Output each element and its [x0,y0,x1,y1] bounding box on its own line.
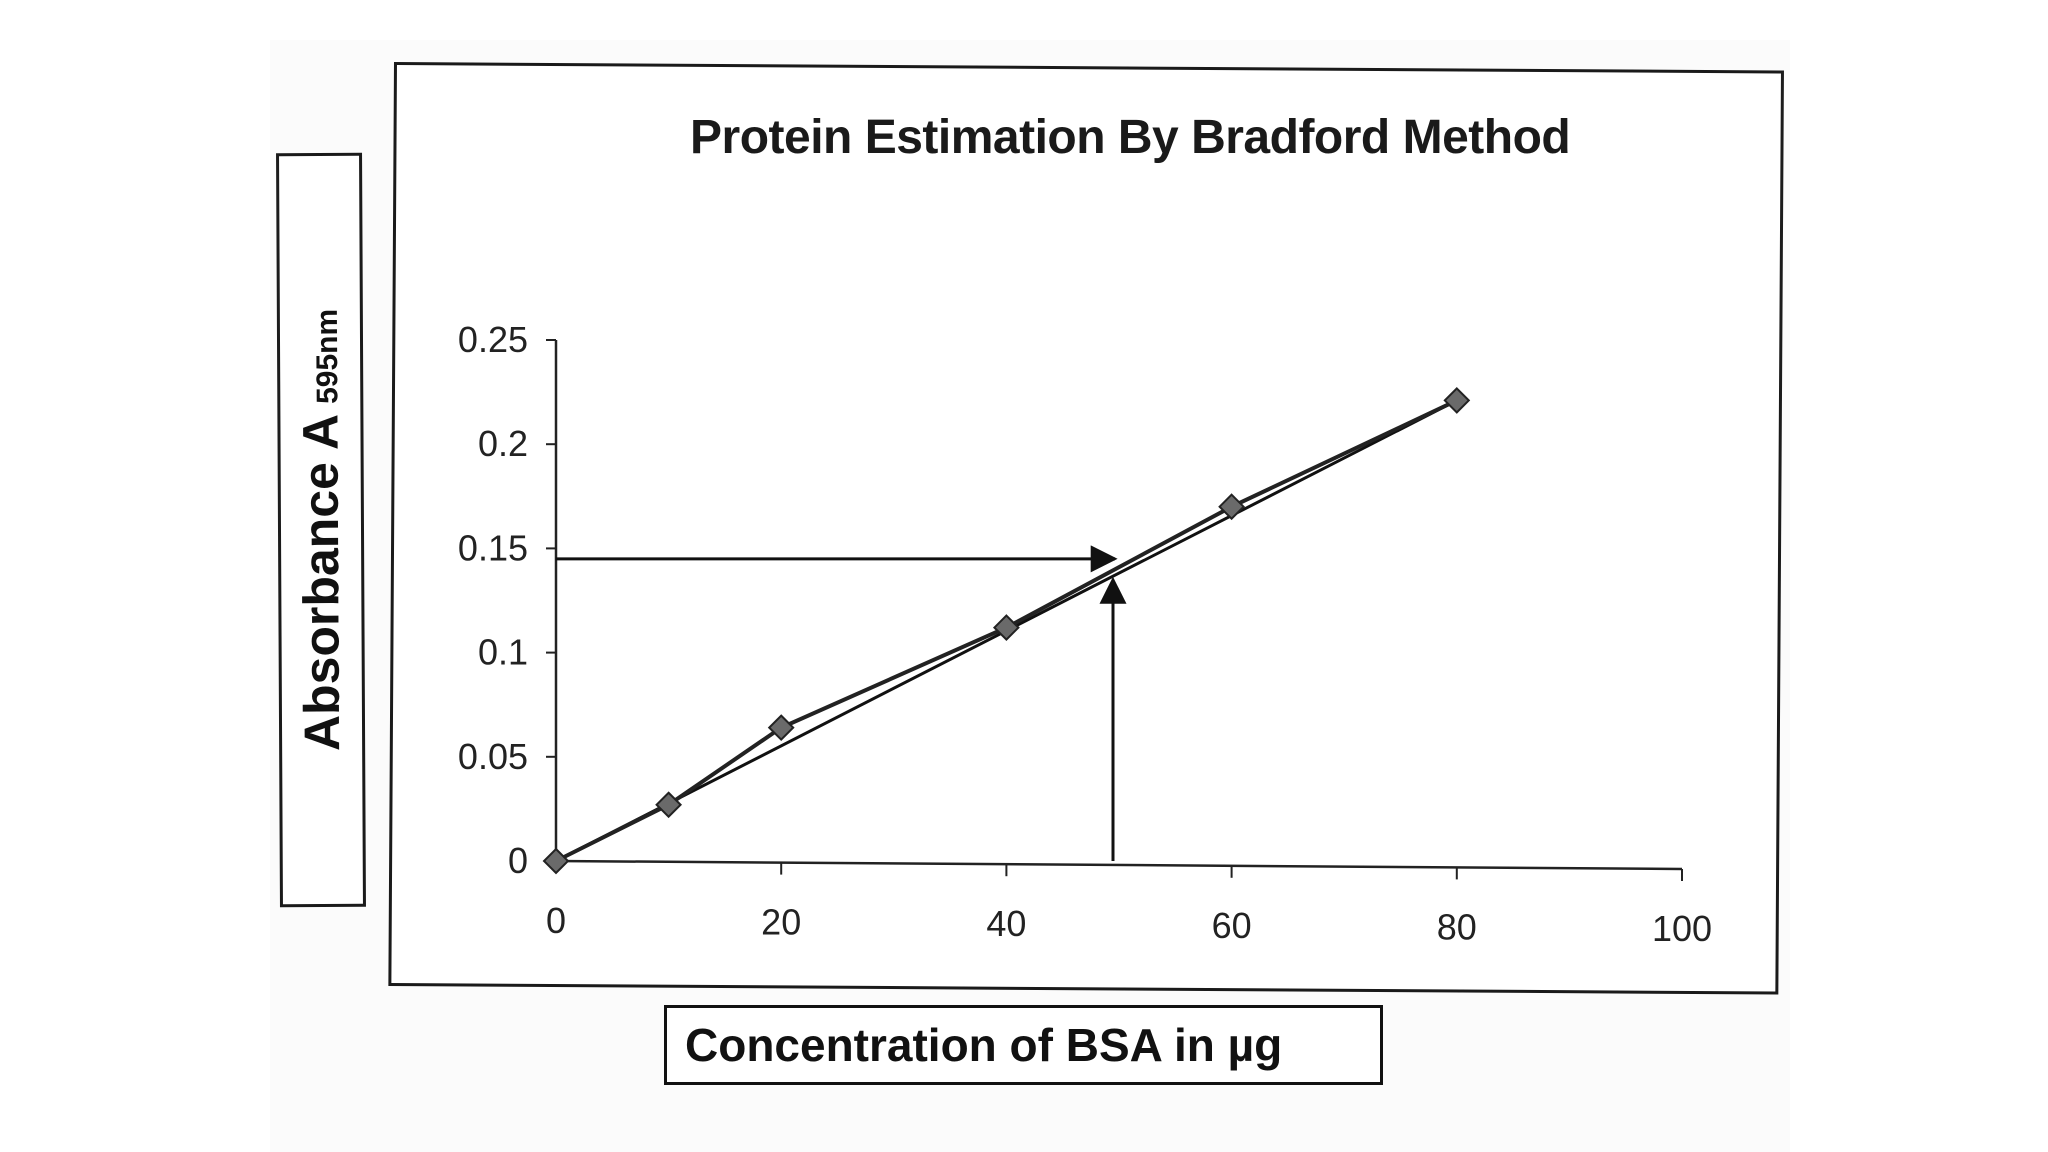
y-tick-label: 0.15 [458,527,528,568]
chart-title: Protein Estimation By Bradford Method [690,111,1571,164]
y-tick-label: 0.2 [478,423,528,464]
x-tick-label: 80 [1437,906,1477,947]
data-point-marker [992,614,1020,642]
data-point-marker [1443,387,1471,414]
x-axis-line [555,859,1683,871]
x-tick-label: 100 [1652,908,1712,949]
y-tick-label: 0.1 [478,632,528,673]
data-point-marker [1218,493,1246,521]
x-tick-label: 60 [1212,905,1252,946]
data-point-marker [655,791,683,819]
x-tick-label: 0 [546,900,566,941]
data-point-marker [767,714,795,742]
x-tick-label: 20 [761,902,801,943]
x-axis-label-box: Concentration of BSA in µg [664,1005,1383,1085]
y-tick-label: 0.05 [458,736,528,777]
y-tick-label: 0.25 [458,319,528,360]
x-axis-label: Concentration of BSA in µg [685,1019,1283,1071]
data-point-marker [542,847,570,875]
x-tick-label: 40 [986,903,1026,944]
y-tick-label: 0 [508,840,528,881]
series-line [555,398,1458,863]
